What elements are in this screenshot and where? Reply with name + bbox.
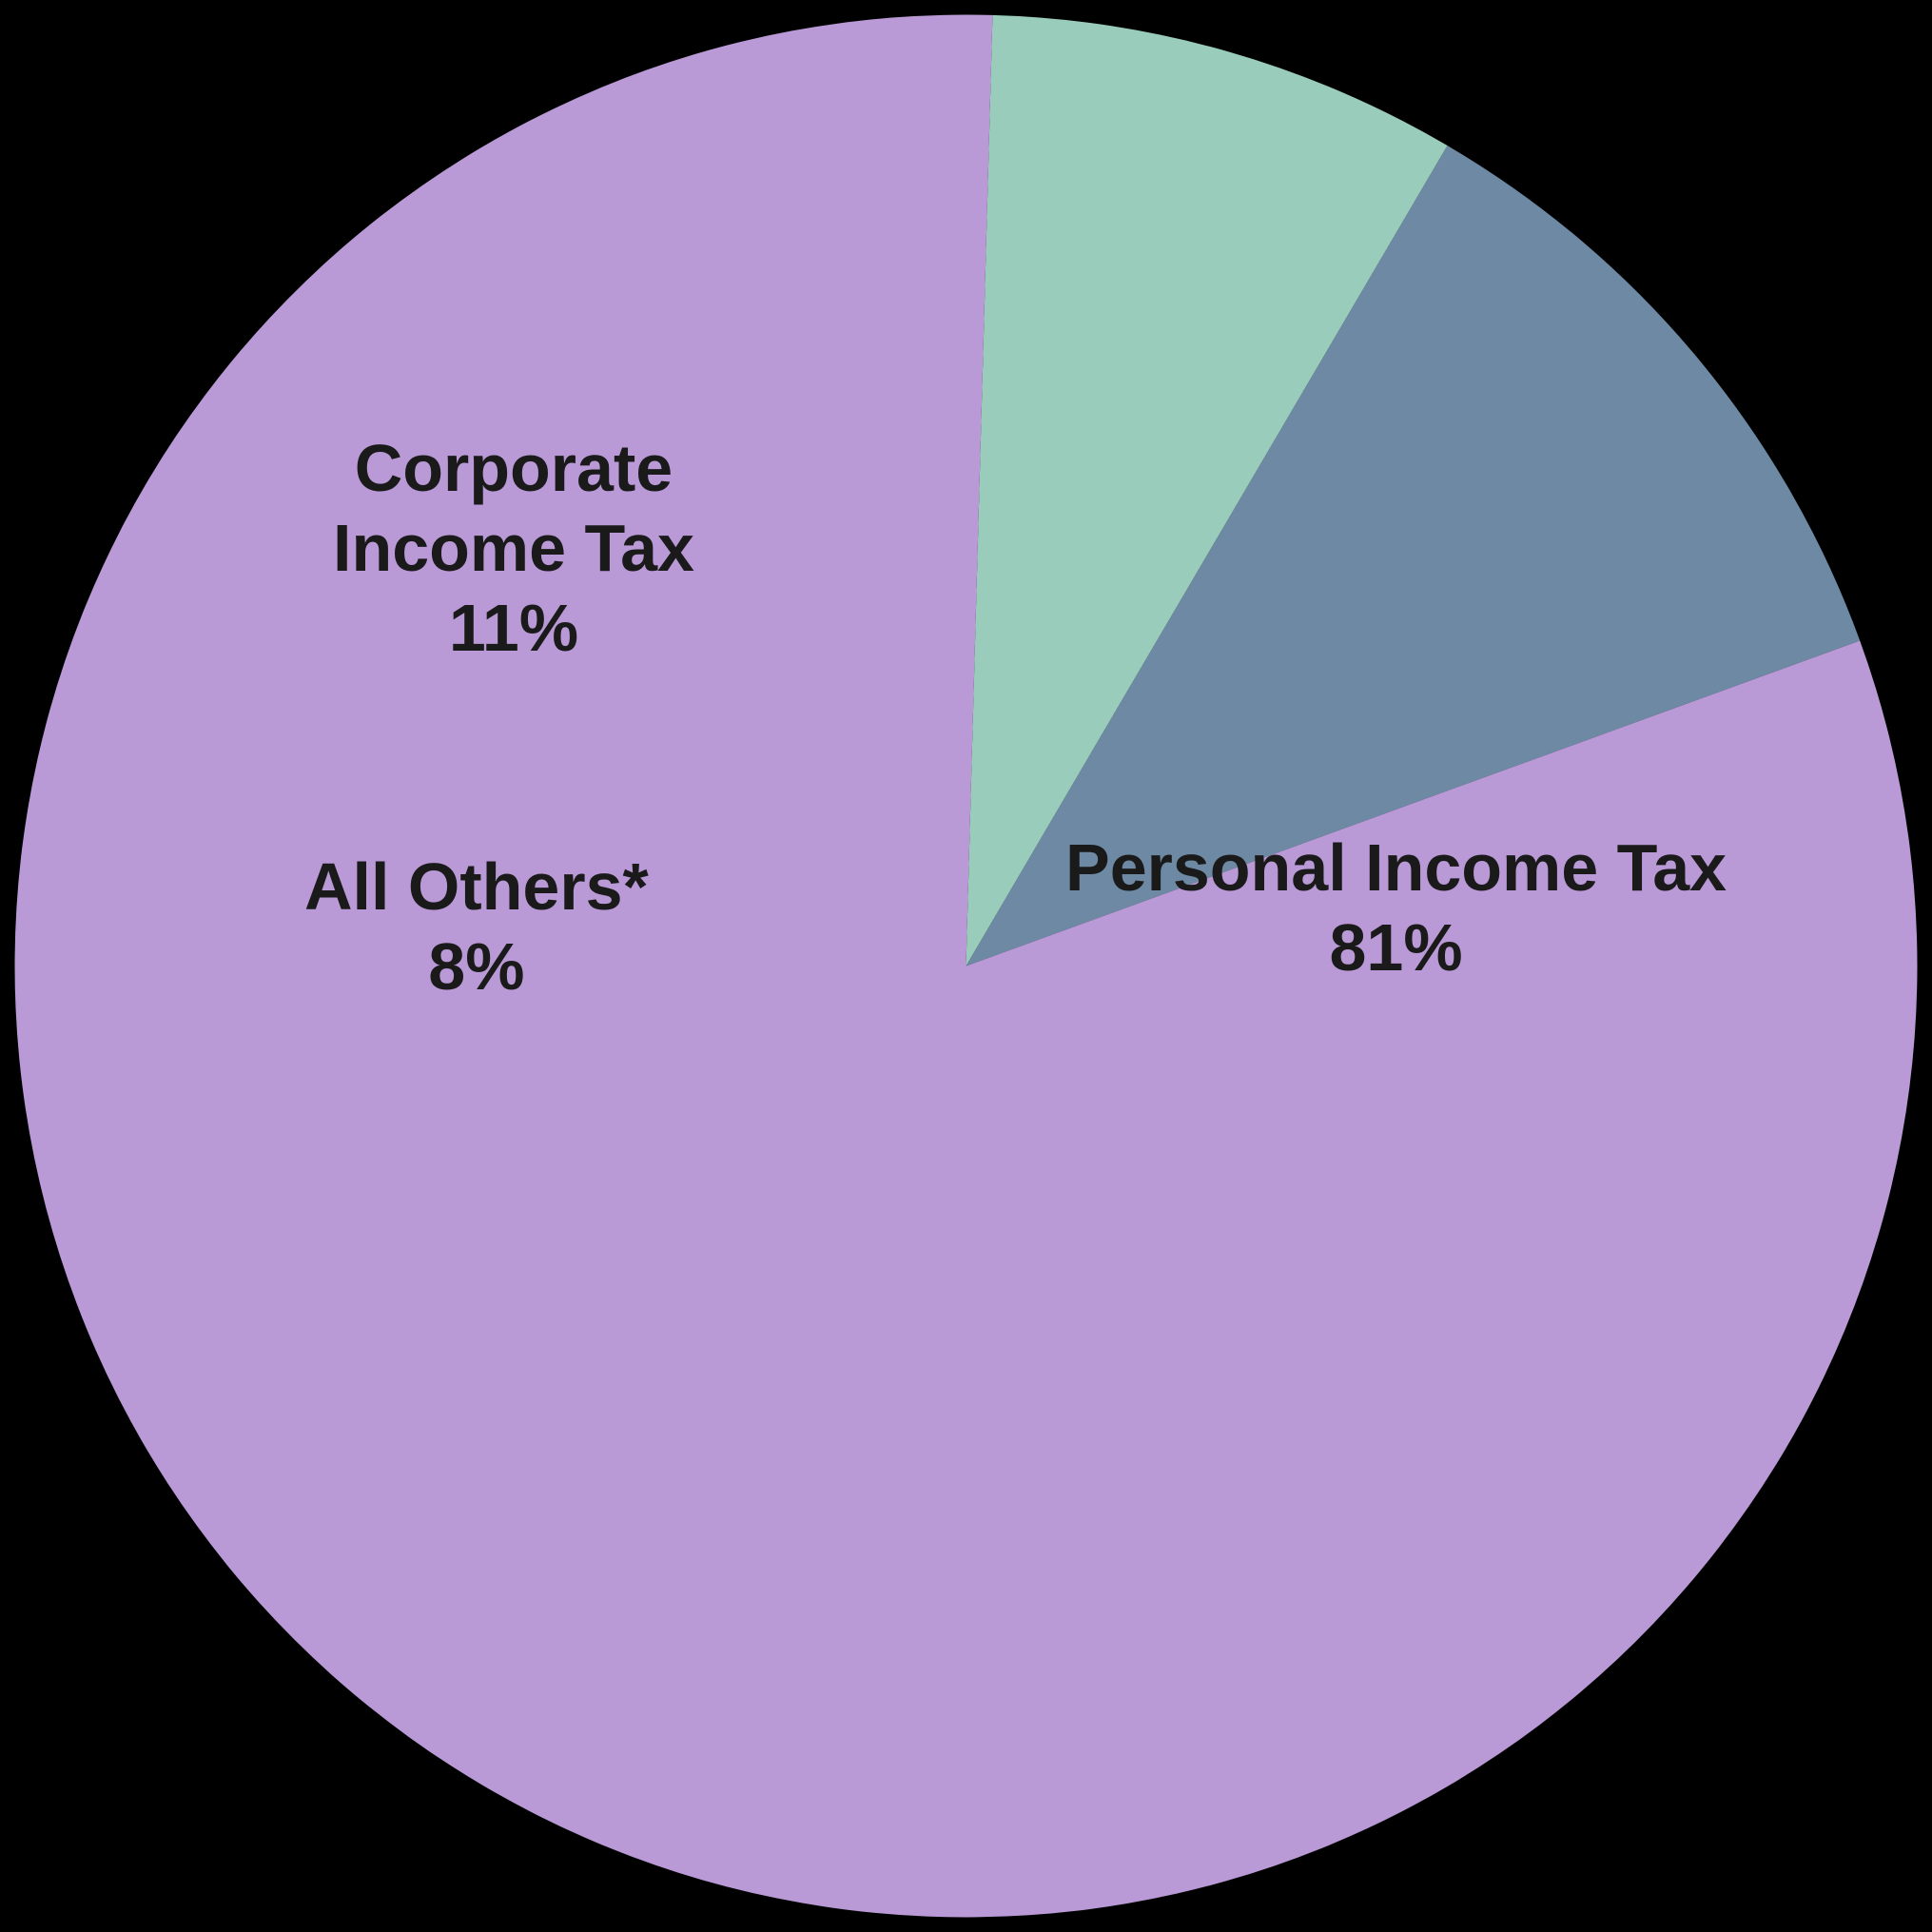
slice-label-corporate: CorporateIncome Tax11% [333, 428, 694, 668]
slice-label-line: 8% [304, 927, 649, 1006]
slice-label-all_others: All Others*8% [304, 847, 649, 1006]
slice-label-line: All Others* [304, 847, 649, 927]
slice-label-line: Personal Income Tax [1065, 828, 1727, 907]
pie-chart-container: CorporateIncome Tax11% All Others*8% Perso… [0, 0, 1932, 1932]
slice-label-line: 11% [333, 588, 694, 668]
slice-label-line: 81% [1065, 907, 1727, 987]
slice-label-line: Income Tax [333, 508, 694, 588]
slice-label-personal: Personal Income Tax81% [1065, 828, 1727, 987]
slice-label-line: Corporate [333, 428, 694, 508]
